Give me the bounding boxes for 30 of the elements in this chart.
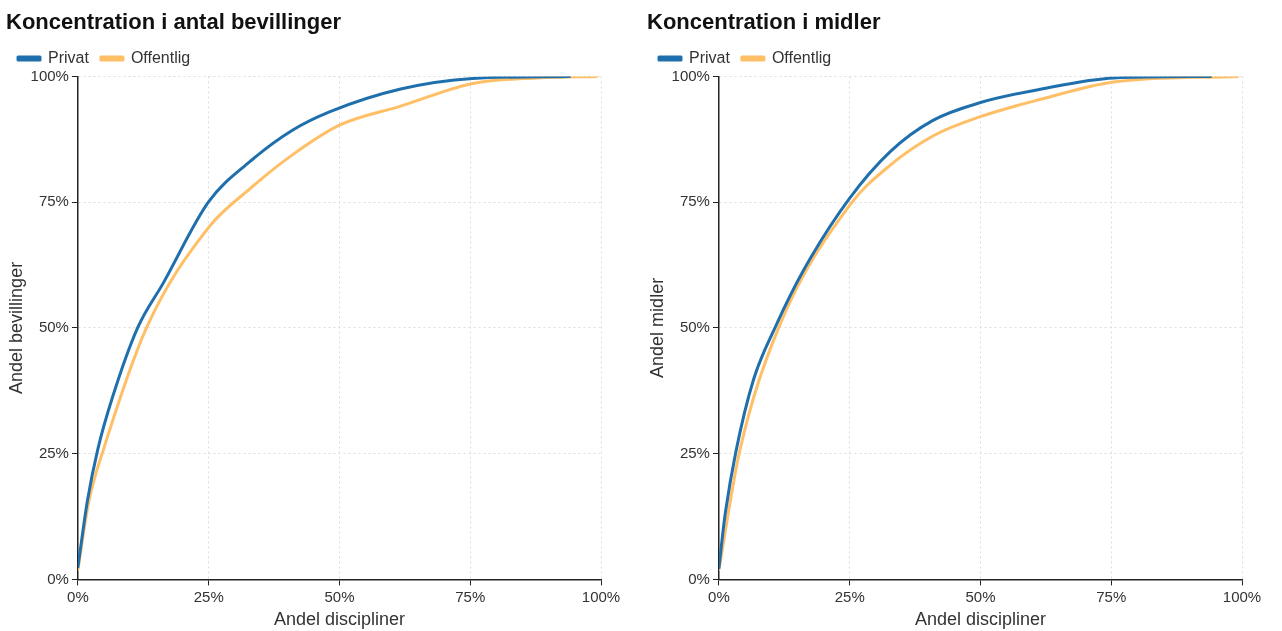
- x-axis-title: Andel discipliner: [914, 609, 1047, 630]
- y-tick-label: 50%: [679, 318, 710, 336]
- legend-label: Offentlig: [130, 48, 191, 66]
- legend-label: Privat: [689, 48, 731, 66]
- chart-title: Koncentration i antal bevillinger: [6, 9, 342, 35]
- chart-title: Koncentration i midler: [647, 9, 881, 35]
- legend-label: Offentlig: [771, 48, 832, 66]
- y-tick-label: 25%: [38, 443, 69, 461]
- x-tick-label: 75%: [455, 587, 486, 605]
- x-tick-label: 100%: [1222, 587, 1262, 605]
- x-tick-label: 50%: [324, 587, 355, 605]
- y-tick-label: 75%: [38, 192, 69, 210]
- y-axis-title: Andel midler: [646, 277, 667, 378]
- y-tick-label: 0%: [47, 569, 69, 587]
- y-tick-label: 100%: [30, 66, 69, 84]
- y-tick-label: 25%: [679, 443, 710, 461]
- y-tick-label: 50%: [38, 318, 69, 336]
- legend-label: Privat: [48, 48, 90, 66]
- x-tick-label: 0%: [708, 587, 730, 605]
- x-tick-label: 25%: [834, 587, 865, 605]
- x-tick-label: 75%: [1096, 587, 1127, 605]
- x-tick-label: 100%: [581, 587, 621, 605]
- y-tick-label: 100%: [671, 66, 710, 84]
- y-tick-label: 0%: [688, 569, 710, 587]
- y-axis-title: Andel bevillinger: [5, 261, 26, 394]
- x-tick-label: 50%: [965, 587, 996, 605]
- x-tick-label: 0%: [67, 587, 89, 605]
- y-tick-label: 75%: [679, 192, 710, 210]
- x-tick-label: 25%: [193, 587, 224, 605]
- x-axis-title: Andel discipliner: [273, 609, 406, 630]
